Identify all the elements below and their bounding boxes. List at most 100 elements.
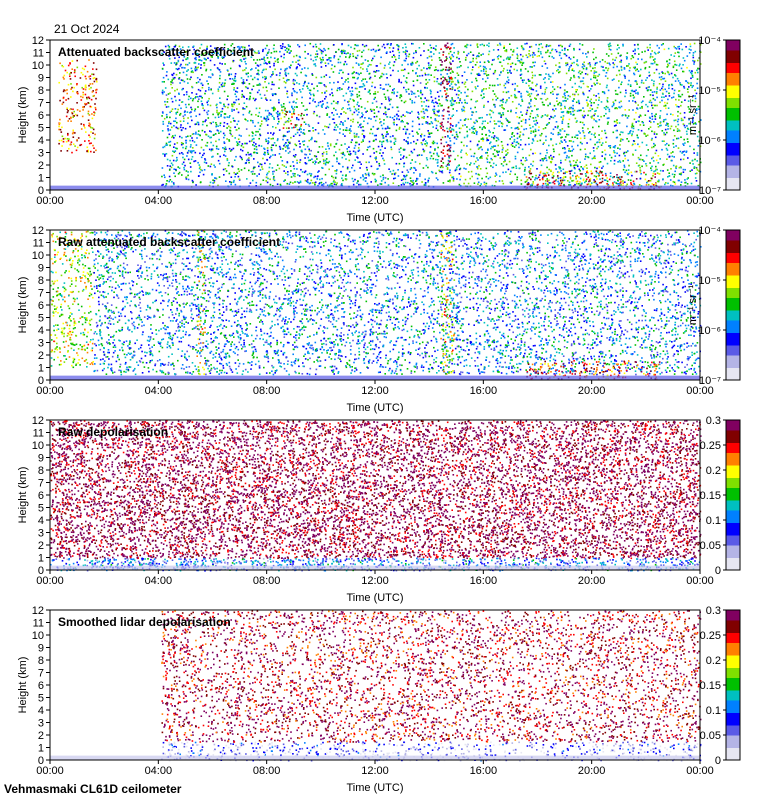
- heatmap-cell: [659, 124, 661, 127]
- heatmap-cell: [685, 151, 688, 153]
- heatmap-cell: [380, 124, 383, 127]
- heatmap-cell: [76, 146, 79, 149]
- heatmap-cell: [316, 50, 318, 52]
- heatmap-cell: [430, 74, 432, 76]
- heatmap-cell: [479, 168, 482, 170]
- heatmap-cell: [162, 183, 164, 186]
- heatmap-cell: [436, 142, 438, 145]
- heatmap-cell: [667, 176, 669, 178]
- heatmap-cell: [412, 56, 415, 59]
- heatmap-cell: [572, 165, 575, 167]
- heatmap-cell: [663, 140, 665, 142]
- heatmap-cell: [253, 173, 256, 175]
- heatmap-cell: [361, 63, 364, 65]
- heatmap-cell: [589, 180, 591, 182]
- heatmap-cell: [170, 110, 173, 112]
- heatmap-cell: [180, 142, 183, 144]
- heatmap-cell: [639, 124, 642, 126]
- heatmap-cell: [636, 108, 639, 110]
- heatmap-cell: [340, 170, 342, 173]
- heatmap-cell: [223, 43, 226, 46]
- heatmap-cell: [192, 181, 194, 184]
- heatmap-cell: [231, 135, 234, 137]
- heatmap-cell: [669, 127, 672, 130]
- heatmap-cell: [452, 71, 454, 73]
- heatmap-cell: [486, 114, 488, 116]
- heatmap-cell: [405, 140, 407, 142]
- heatmap-cell: [464, 59, 467, 61]
- heatmap-cell: [436, 152, 438, 155]
- heatmap-cell: [269, 75, 272, 78]
- heatmap-cell: [296, 162, 298, 164]
- heatmap-cell: [582, 167, 584, 170]
- heatmap-cell: [282, 45, 284, 48]
- heatmap-cell: [176, 147, 178, 150]
- heatmap-cell: [275, 74, 278, 76]
- heatmap-cell: [392, 169, 395, 172]
- heatmap-cell: [76, 109, 79, 111]
- heatmap-cell: [495, 136, 498, 139]
- heatmap-cell: [87, 112, 90, 115]
- heatmap-cell: [586, 85, 588, 88]
- heatmap-cell: [364, 59, 367, 61]
- heatmap-cell: [353, 111, 356, 114]
- heatmap-cell: [505, 117, 507, 120]
- heatmap-cell: [240, 59, 242, 61]
- heatmap-cell: [258, 128, 261, 131]
- heatmap-cell: [660, 124, 662, 127]
- heatmap-cell: [435, 45, 437, 47]
- heatmap-cell: [496, 97, 499, 99]
- heatmap-cell: [338, 72, 340, 74]
- heatmap-cell: [385, 133, 388, 136]
- heatmap-cell: [206, 48, 208, 50]
- heatmap-cell: [80, 71, 83, 74]
- heatmap-cell: [363, 135, 365, 137]
- heatmap-cell: [269, 99, 272, 101]
- heatmap-cell: [564, 49, 566, 51]
- heatmap-cell: [287, 171, 289, 173]
- heatmap-cell: [368, 140, 371, 143]
- heatmap-cell: [257, 121, 260, 124]
- heatmap-cell: [426, 121, 429, 124]
- heatmap-cell: [502, 59, 505, 61]
- heatmap-cell: [327, 145, 329, 147]
- heatmap-cell: [175, 168, 177, 171]
- heatmap-cell: [418, 64, 420, 67]
- heatmap-cell: [428, 79, 431, 81]
- heatmap-cell: [359, 161, 361, 163]
- heatmap-cell: [281, 47, 284, 50]
- heatmap-cell: [347, 81, 350, 83]
- heatmap-cell: [224, 105, 227, 108]
- heatmap-cell: [359, 98, 362, 100]
- heatmap-cell: [413, 166, 415, 169]
- heatmap-cell: [605, 105, 608, 108]
- heatmap-cell: [448, 52, 450, 55]
- heatmap-cell: [356, 156, 358, 158]
- heatmap-cell: [673, 60, 676, 63]
- heatmap-cell: [576, 63, 578, 66]
- heatmap-cell: [360, 86, 362, 88]
- heatmap-cell: [473, 128, 476, 130]
- heatmap-cell: [663, 119, 665, 121]
- heatmap-cell: [371, 102, 374, 104]
- heatmap-cell: [90, 142, 92, 144]
- heatmap-cell: [314, 140, 316, 143]
- heatmap-cell: [185, 170, 188, 172]
- heatmap-cell: [302, 132, 304, 135]
- heatmap-cell: [437, 155, 440, 158]
- heatmap-cell: [612, 131, 615, 134]
- heatmap-cell: [488, 113, 491, 116]
- heatmap-cell: [492, 90, 494, 92]
- heatmap-cell: [564, 172, 566, 175]
- heatmap-cell: [267, 109, 269, 112]
- heatmap-cell: [544, 81, 546, 84]
- heatmap-cell: [257, 130, 259, 133]
- heatmap-cell: [607, 106, 609, 109]
- heatmap-cell: [322, 103, 324, 105]
- heatmap-cell: [677, 179, 680, 182]
- heatmap-cell: [476, 131, 478, 133]
- heatmap-cell: [576, 89, 578, 91]
- heatmap-cell: [373, 55, 376, 58]
- heatmap-cell: [539, 74, 541, 76]
- heatmap-cell: [190, 76, 192, 79]
